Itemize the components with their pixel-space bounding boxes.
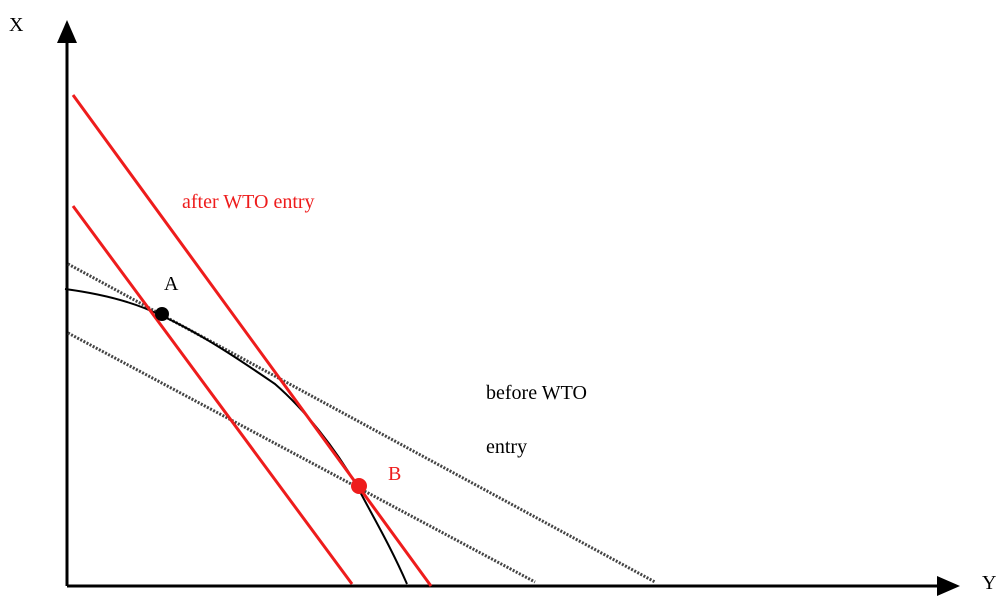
before-wto-line-lower	[67, 331, 536, 584]
before-wto-line-upper	[67, 262, 656, 584]
point-b-label: B	[388, 463, 401, 485]
horizontal-axis-arrowhead	[937, 576, 960, 596]
point-a-marker	[155, 307, 169, 321]
after-wto-line-lower	[71, 205, 354, 585]
point-b-marker	[351, 478, 367, 494]
y-axis-label: Y	[982, 572, 996, 594]
vertical-axis-arrowhead	[57, 20, 77, 43]
before-wto-label-line1: before WTO	[486, 382, 587, 404]
production-possibility-curve	[64, 288, 408, 585]
before-wto-label-line2: entry	[486, 436, 527, 458]
after-wto-line-upper	[71, 94, 433, 587]
point-a-label: A	[164, 273, 179, 295]
after-wto-label: after WTO entry	[182, 191, 315, 213]
x-axis-label: X	[9, 14, 24, 36]
